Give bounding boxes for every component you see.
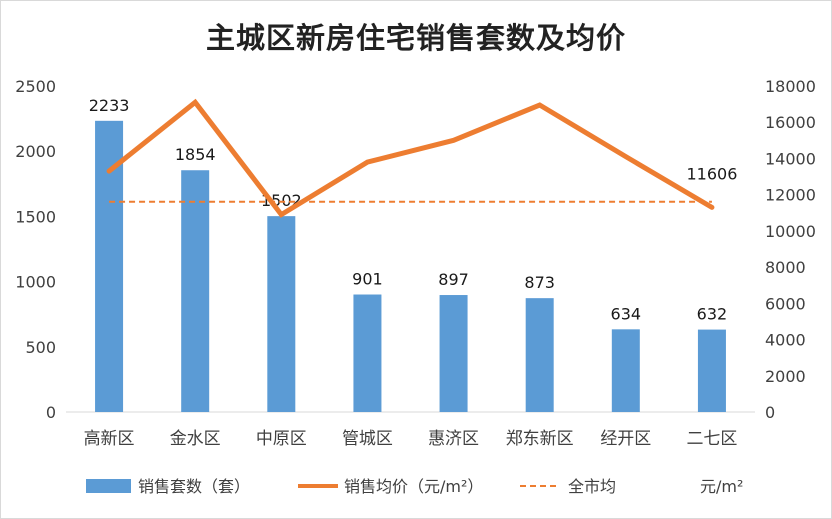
left-axis-ticks: 0 500 1000 1500 2000 2500	[15, 77, 56, 422]
right-tick-label: 18000	[765, 77, 816, 96]
left-tick-label: 1500	[15, 207, 56, 226]
left-tick-label: 2500	[15, 77, 56, 96]
right-tick-label: 0	[765, 403, 775, 422]
right-tick-label: 12000	[765, 186, 816, 205]
line-data-labels: 11606	[686, 164, 737, 183]
bar-5	[525, 298, 554, 412]
bar-3	[353, 294, 382, 412]
average-price-line	[106, 98, 715, 218]
right-tick-label: 4000	[765, 331, 806, 350]
bar-6	[611, 329, 640, 412]
right-tick-label: 8000	[765, 258, 806, 277]
right-tick-label: 6000	[765, 294, 806, 313]
right-axis-ticks: 0 2000 4000 6000 8000 10000 12000 14000 16000 180…	[765, 77, 816, 422]
left-tick-label: 0	[46, 403, 56, 422]
right-tick-label: 16000	[765, 113, 816, 132]
category-label-7: 二七区	[686, 429, 737, 449]
legend: 销售套数（套） 销售均价（元/m²） 全市均 元/m²	[86, 477, 743, 496]
category-label-1: 金水区	[170, 429, 221, 449]
bar-data-label-4: 897	[438, 270, 469, 289]
legend-label-average: 全市均	[568, 477, 616, 496]
left-tick-label: 500	[25, 338, 56, 357]
bar-data-label-6: 634	[611, 304, 642, 323]
line-data-label-7: 11606	[686, 164, 737, 183]
category-label-3: 管城区	[342, 429, 393, 449]
bar-series	[95, 120, 726, 412]
bar-2	[267, 216, 296, 412]
bar-7	[697, 329, 726, 412]
category-label-6: 经开区	[600, 429, 651, 449]
average-price-polyline	[106, 98, 715, 218]
category-label-4: 惠济区	[428, 429, 479, 449]
bar-data-label-0: 2233	[89, 96, 130, 115]
chart-title: 主城区新房住宅销售套数及均价	[206, 21, 626, 55]
bar-1	[181, 170, 210, 412]
bar-4	[439, 295, 468, 412]
legend-label-price: 销售均价（元/m²）	[344, 477, 483, 496]
category-labels: 高新区 金水区 中原区 管城区 惠济区 郑东新区 经开区 二七区	[84, 429, 738, 449]
category-label-2: 中原区	[256, 429, 307, 449]
bar-data-label-5: 873	[524, 273, 555, 292]
category-label-0: 高新区	[84, 429, 135, 449]
legend-label-units: 销售套数（套）	[138, 477, 250, 496]
bar-data-label-1: 1854	[175, 145, 216, 164]
legend-label-unit: 元/m²	[700, 477, 743, 496]
right-tick-label: 2000	[765, 367, 806, 386]
right-tick-label: 14000	[765, 149, 816, 168]
category-label-5: 郑东新区	[506, 429, 574, 449]
legend-swatch-bar	[86, 479, 131, 493]
left-tick-label: 2000	[15, 142, 56, 161]
bar-data-label-3: 901	[352, 270, 383, 289]
right-tick-label: 10000	[765, 222, 816, 241]
left-tick-label: 1000	[15, 273, 56, 292]
bar-data-label-7: 632	[697, 305, 728, 324]
